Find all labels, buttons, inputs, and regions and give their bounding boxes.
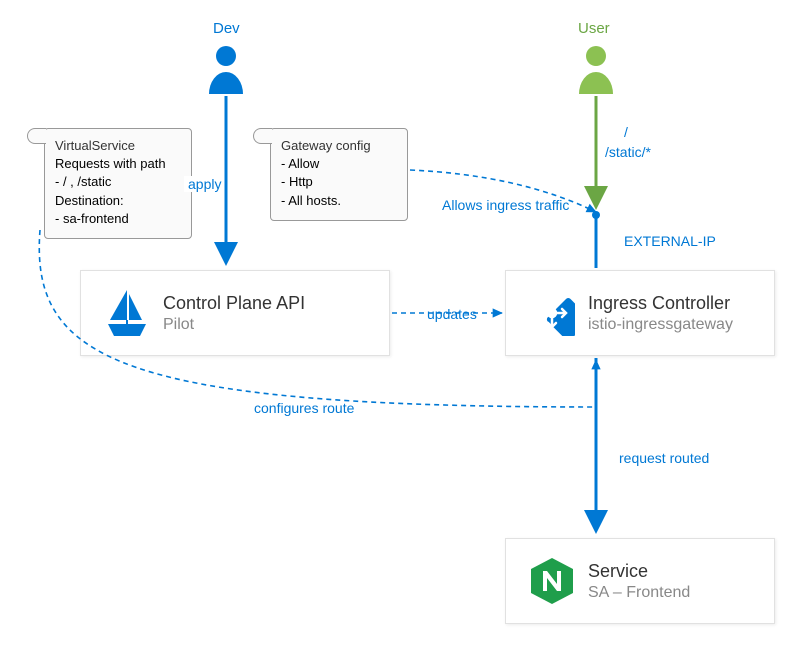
path-label-2: /static/* <box>601 144 655 160</box>
configures-label: configures route <box>250 400 358 416</box>
user-actor-icon <box>575 44 617 94</box>
user-label: User <box>578 20 610 37</box>
allows-label: Allows ingress traffic <box>438 197 573 213</box>
dev-label: Dev <box>213 20 240 37</box>
vs-line: - sa-frontend <box>55 210 181 228</box>
updates-label: updates <box>423 306 481 322</box>
control-plane-node: Control Plane API Pilot <box>80 270 390 356</box>
gateway-config: Gateway config - Allow - Http - All host… <box>270 128 408 221</box>
external-ip-label: EXTERNAL-IP <box>620 233 720 249</box>
routed-label: request routed <box>615 450 713 466</box>
nginx-icon <box>524 556 580 606</box>
gw-line: - Http <box>281 173 397 191</box>
sailboat-icon <box>99 288 155 338</box>
gw-line: - Allow <box>281 155 397 173</box>
path-label-1: / <box>620 124 632 140</box>
dev-actor-icon <box>205 44 247 94</box>
vs-line: Destination: <box>55 192 181 210</box>
vs-line: Requests with path <box>55 155 181 173</box>
ingress-controller-node: Ingress Controller istio-ingressgateway <box>505 270 775 356</box>
service-subtitle: SA – Frontend <box>588 584 690 602</box>
control-plane-title: Control Plane API <box>163 293 305 314</box>
apply-label: apply <box>184 176 225 192</box>
vs-line: - / , /static <box>55 173 181 191</box>
ingress-title: Ingress Controller <box>588 293 733 314</box>
service-title: Service <box>588 561 690 582</box>
service-node: Service SA – Frontend <box>505 538 775 624</box>
gw-line: - All hosts. <box>281 192 397 210</box>
control-plane-subtitle: Pilot <box>163 316 305 334</box>
vs-title: VirtualService <box>55 137 181 155</box>
load-balancer-icon <box>524 290 580 336</box>
gw-title: Gateway config <box>281 137 397 155</box>
virtual-service-config: VirtualService Requests with path - / , … <box>44 128 192 239</box>
ingress-subtitle: istio-ingressgateway <box>588 316 733 334</box>
